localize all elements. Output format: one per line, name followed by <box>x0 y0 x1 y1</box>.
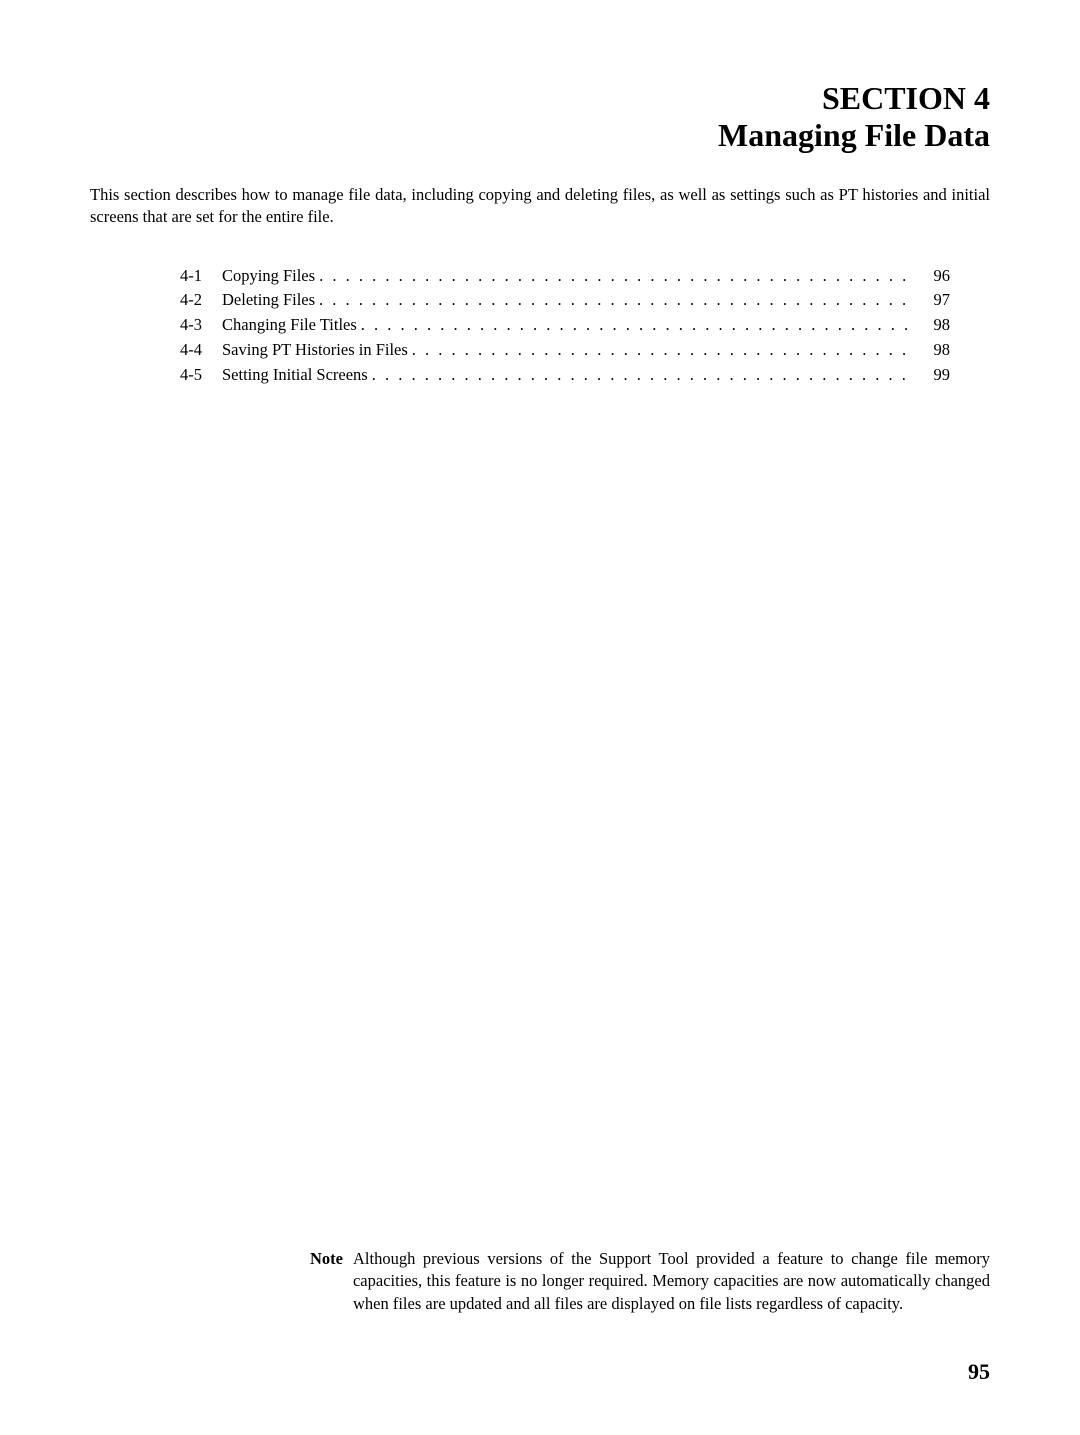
toc-entry: 4-2 Deleting Files . . . . . . . . . . .… <box>180 288 950 313</box>
toc-entry: 4-3 Changing File Titles . . . . . . . .… <box>180 313 950 338</box>
toc-label: Saving PT Histories in Files <box>222 338 408 363</box>
note-body: Although previous versions of the Suppor… <box>353 1248 990 1315</box>
toc-page: 98 <box>910 338 950 363</box>
toc-label: Deleting Files <box>222 288 315 313</box>
toc-number: 4-1 <box>180 264 222 289</box>
section-number: SECTION 4 <box>90 80 990 117</box>
toc-page: 96 <box>910 264 950 289</box>
toc-entry: 4-1 Copying Files . . . . . . . . . . . … <box>180 264 950 289</box>
toc-number: 4-2 <box>180 288 222 313</box>
toc-page: 97 <box>910 288 950 313</box>
toc-page: 98 <box>910 313 950 338</box>
toc-entry: 4-5 Setting Initial Screens . . . . . . … <box>180 363 950 388</box>
toc-label: Copying Files <box>222 264 315 289</box>
toc-number: 4-3 <box>180 313 222 338</box>
table-of-contents: 4-1 Copying Files . . . . . . . . . . . … <box>180 264 950 388</box>
toc-label: Changing File Titles <box>222 313 357 338</box>
toc-dots: . . . . . . . . . . . . . . . . . . . . … <box>357 313 910 338</box>
toc-dots: . . . . . . . . . . . . . . . . . . . . … <box>315 264 910 289</box>
toc-number: 4-5 <box>180 363 222 388</box>
note-label: Note <box>310 1248 353 1315</box>
intro-paragraph: This section describes how to manage fil… <box>90 184 990 229</box>
toc-page: 99 <box>910 363 950 388</box>
toc-dots: . . . . . . . . . . . . . . . . . . . . … <box>408 338 910 363</box>
page-number: 95 <box>968 1359 990 1385</box>
toc-label: Setting Initial Screens <box>222 363 368 388</box>
toc-dots: . . . . . . . . . . . . . . . . . . . . … <box>315 288 910 313</box>
toc-number: 4-4 <box>180 338 222 363</box>
section-header: SECTION 4 Managing File Data <box>90 80 990 154</box>
section-title: Managing File Data <box>90 117 990 154</box>
toc-entry: 4-4 Saving PT Histories in Files . . . .… <box>180 338 950 363</box>
note-block: Note Although previous versions of the S… <box>310 1248 990 1315</box>
toc-dots: . . . . . . . . . . . . . . . . . . . . … <box>368 363 910 388</box>
